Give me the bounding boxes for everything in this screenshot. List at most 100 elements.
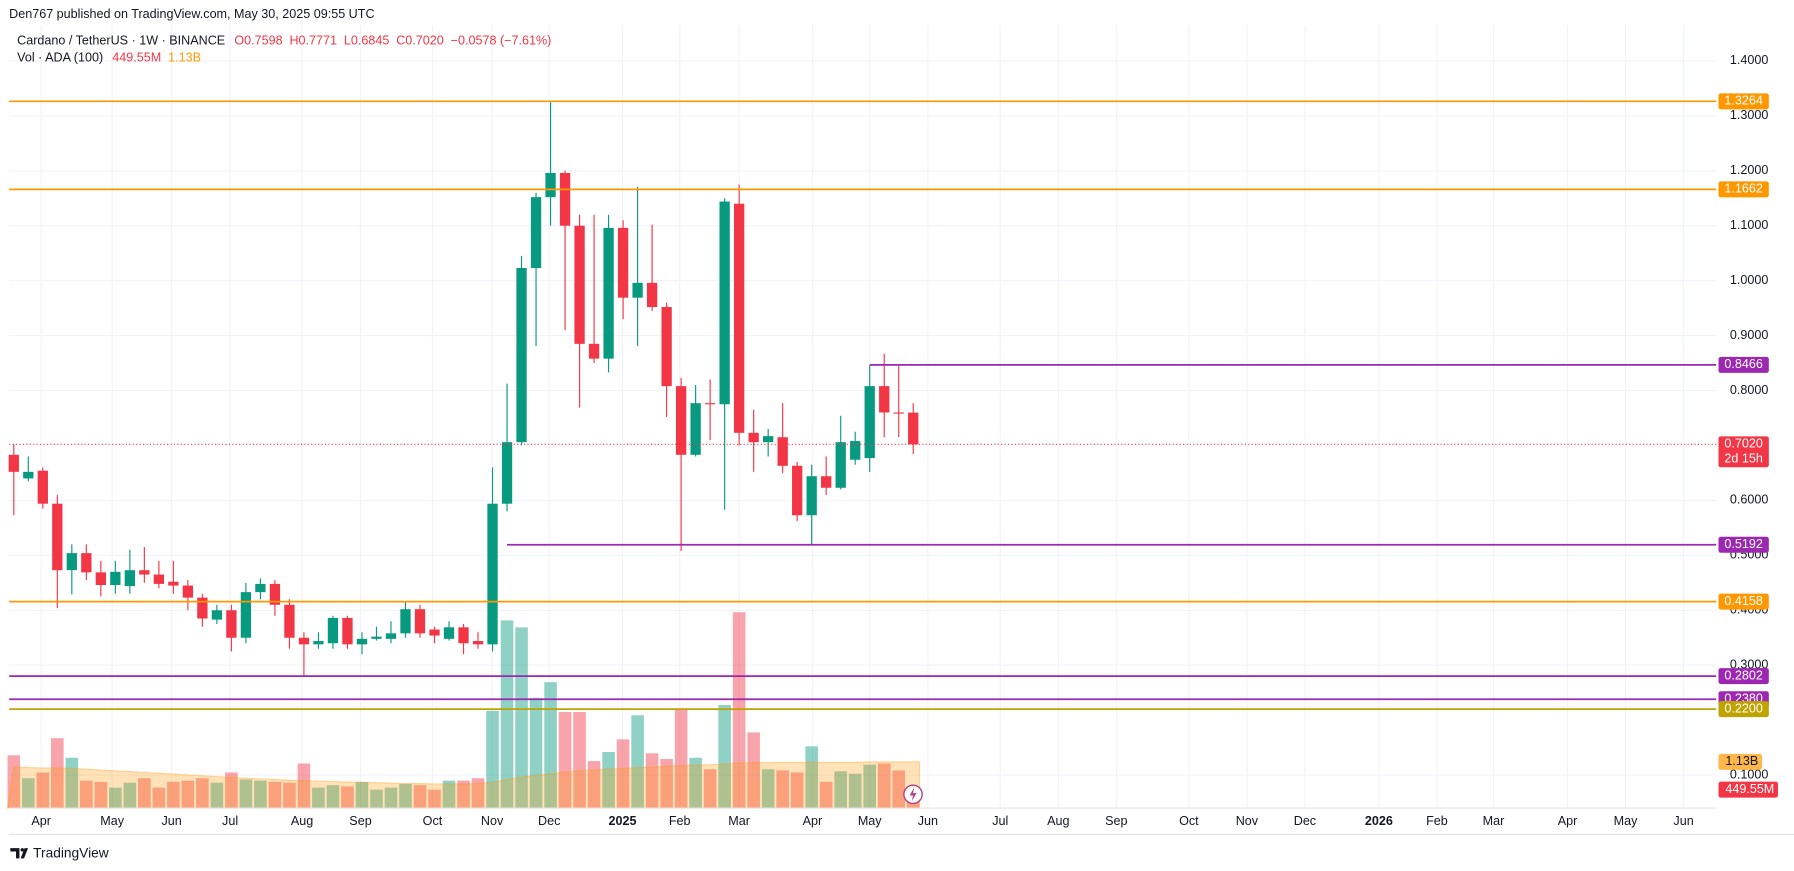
volume-bar [109, 787, 122, 809]
volume-bar [848, 773, 862, 809]
candle-body [777, 437, 788, 466]
x-tick-label: Sep [349, 814, 371, 828]
volume-bar [167, 781, 180, 809]
x-tick-label: Feb [669, 814, 691, 828]
candle-body [342, 617, 353, 645]
level-label-bg [1718, 181, 1769, 198]
candle-body [139, 570, 150, 575]
candle-body [429, 629, 440, 636]
plot [6, 101, 921, 809]
volume-bar [616, 739, 630, 809]
legend-volume-ma: 1.13B [168, 51, 201, 65]
level-label: 0.2200 [1724, 701, 1762, 715]
volume-bar [747, 732, 760, 809]
alert-icon-bolt [909, 787, 917, 802]
volume-bar [355, 781, 369, 809]
y-tick-label: 1.0000 [1730, 273, 1768, 287]
candle-body [690, 403, 701, 455]
y-tick-label: 1.2000 [1730, 163, 1768, 177]
level-label-bg [1718, 356, 1769, 373]
x-tick-label: Dec [538, 814, 560, 828]
x-tick-label: Mar [728, 814, 750, 828]
x-tick-label: May [1614, 814, 1638, 828]
y-tick-label: 0.1000 [1730, 767, 1768, 781]
candle-body [806, 476, 817, 516]
candle-body [603, 227, 614, 359]
volume-bar [181, 780, 195, 809]
candle-body [124, 570, 136, 587]
x-tick-label: May [858, 814, 882, 828]
x-tick-label: Jun [918, 814, 938, 828]
x-tick-label: Aug [291, 814, 313, 828]
volume-bar [457, 780, 470, 809]
candle-body [443, 627, 455, 639]
volume-bar [413, 785, 427, 809]
candle-body [617, 227, 629, 298]
volume-bar [80, 780, 93, 809]
candle-body [226, 610, 237, 638]
y-tick-label: 0.6000 [1730, 493, 1768, 507]
volume-bar [283, 782, 296, 809]
y-tick-label: 0.8000 [1730, 383, 1768, 397]
volume-bar [65, 757, 79, 809]
volume-bar [732, 612, 746, 809]
level-label-bg [1718, 668, 1769, 685]
volume-bar [341, 786, 354, 809]
y-tick-label: 1.1000 [1730, 218, 1768, 232]
x-tick-label: Nov [481, 814, 504, 828]
volume-bar [384, 787, 398, 809]
volume-bar [442, 780, 456, 809]
candle-body [52, 503, 63, 571]
y-tick-label: 1.4000 [1730, 53, 1768, 67]
candle-body [211, 610, 223, 620]
volume-bar [573, 711, 586, 809]
volume-ma-area [6, 761, 921, 809]
volume-bar [196, 778, 209, 809]
candle-body [37, 470, 48, 504]
candle-body [530, 197, 542, 269]
level-label: 0.5192 [1724, 537, 1762, 551]
grid [9, 25, 1717, 809]
volume-bar [471, 778, 485, 809]
candle-body [385, 633, 397, 639]
volume-bar [51, 738, 64, 809]
level-label-bg [1718, 593, 1769, 610]
volume-bar [239, 779, 253, 809]
level-label-bg [1718, 93, 1769, 110]
candle-body [356, 638, 368, 645]
publisher-header: Den767 published on TradingView.com, May… [9, 7, 374, 21]
volume-bar [718, 705, 731, 809]
candle-body [864, 386, 875, 459]
x-tick-label: Jul [222, 814, 238, 828]
candle-body [908, 412, 919, 445]
volume-bar [892, 770, 906, 809]
legend-ohlc: −0.0578 (−7.61%) [451, 34, 552, 48]
candle-body [792, 465, 803, 516]
volume-bar [863, 764, 877, 809]
volume-bar [587, 761, 601, 809]
candle-body [487, 503, 498, 645]
volume-bar [515, 627, 528, 809]
legend-symbol: Cardano / TetherUS · 1W · BINANCE [17, 34, 225, 48]
x-tick-label: Apr [31, 814, 51, 828]
x-tick-label: Sep [1105, 814, 1127, 828]
volume-bar [761, 769, 775, 809]
candle-body [893, 412, 904, 414]
volume-bar [210, 782, 224, 809]
volume-bar [22, 778, 35, 809]
volume-bar [268, 781, 282, 809]
volume-bar [529, 698, 543, 809]
volume-bar [312, 787, 325, 809]
y-tick-label: 0.9000 [1730, 328, 1768, 342]
level-label: 0.8466 [1724, 357, 1762, 371]
x-tick-label: Nov [1236, 814, 1259, 828]
candle-body [733, 203, 745, 433]
candle-body [661, 307, 672, 387]
volume-bar [645, 753, 659, 809]
x-tick-label: Mar [1483, 814, 1505, 828]
volume-bar [326, 785, 340, 809]
candle-body [704, 403, 716, 405]
legend-ohlc: O0.7598 [234, 34, 282, 48]
candle-body [879, 386, 890, 413]
